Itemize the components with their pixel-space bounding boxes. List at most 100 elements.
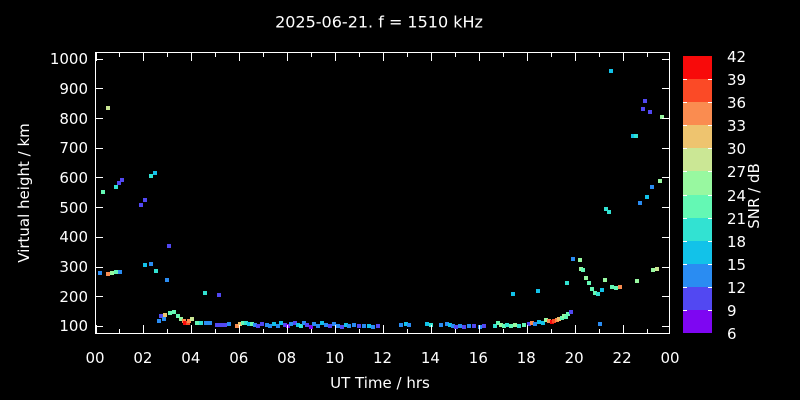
data-point: [376, 323, 381, 328]
data-point: [429, 322, 434, 327]
data-point: [113, 270, 118, 275]
data-point: [175, 314, 180, 318]
data-point: [593, 291, 598, 296]
data-point: [566, 311, 571, 316]
data-point: [544, 318, 549, 323]
data-point: [271, 322, 276, 327]
colorbar-tick-label: 39: [727, 71, 747, 90]
colorbar-tick: [708, 240, 712, 242]
colorbar-tick: [708, 217, 712, 219]
y-tick-label: 800: [59, 109, 88, 128]
data-point: [252, 322, 257, 327]
data-point: [226, 322, 231, 327]
data-point: [648, 109, 653, 114]
x-axis-tick: [191, 325, 193, 333]
x-axis-tick: [550, 53, 552, 57]
x-axis-tick: [383, 325, 384, 333]
data-point: [650, 184, 655, 189]
x-tick-label: 20: [564, 349, 584, 367]
x-axis-tick: [287, 53, 289, 61]
data-point: [166, 243, 171, 248]
x-axis-tick: [287, 325, 289, 333]
y-tick-label: 1000: [49, 50, 88, 69]
data-point: [292, 320, 297, 325]
colorbar-tick: [708, 263, 712, 265]
y-axis-tick: [662, 118, 669, 120]
colorbar-tick-label: 24: [727, 186, 747, 205]
data-point: [308, 324, 313, 329]
x-axis-tick: [335, 53, 337, 61]
data-point: [570, 257, 575, 261]
x-axis-tick: [215, 329, 217, 333]
data-point: [530, 320, 535, 325]
x-axis-tick: [622, 325, 624, 333]
colorbar-segment: [683, 286, 712, 311]
x-axis-tick: [311, 329, 313, 333]
x-axis-tick: [239, 53, 241, 61]
data-point: [304, 322, 309, 327]
x-axis-tick: [359, 329, 361, 333]
y-axis-tick: [96, 118, 103, 120]
colorbar-tick-label: 12: [727, 278, 747, 297]
data-point: [259, 322, 264, 327]
x-axis-tick: [167, 53, 169, 57]
colorbar-tick-label: 30: [727, 140, 747, 159]
x-axis-tick: [502, 53, 504, 57]
data-point: [564, 315, 569, 320]
x-axis-tick: [430, 53, 432, 61]
x-axis-tick: [191, 53, 193, 61]
x-axis-tick: [454, 53, 456, 57]
x-tick-label: 12: [372, 349, 393, 367]
colorbar-tick: [683, 286, 687, 288]
data-point: [347, 323, 352, 328]
colorbar-segment: [683, 148, 712, 172]
data-point: [657, 178, 662, 183]
x-axis-tick: [143, 53, 145, 61]
x-axis-tick: [646, 329, 648, 333]
colorbar-tick: [683, 217, 687, 219]
data-point: [482, 324, 487, 329]
data-point: [255, 323, 260, 328]
x-tick-label: 00: [660, 349, 680, 367]
data-point: [182, 320, 187, 325]
data-point: [631, 134, 636, 139]
x-tick-label: 22: [612, 349, 632, 367]
colorbar-tick-label: 33: [727, 117, 747, 136]
data-point: [298, 323, 303, 328]
colorbar-segment: [683, 217, 712, 242]
data-point: [203, 320, 208, 325]
colorbar-tick-label: 21: [727, 209, 747, 228]
data-point: [651, 267, 656, 272]
colorbar-segment: [683, 309, 712, 334]
data-point: [214, 322, 219, 327]
colorbar-tick-label: 15: [727, 255, 747, 274]
data-point: [604, 207, 609, 212]
data-point: [581, 267, 586, 272]
colorbar-segment: [683, 194, 712, 219]
chart-title: 2025-06-21. f = 1510 kHz: [275, 12, 483, 32]
data-point: [335, 323, 340, 328]
data-point: [638, 200, 643, 205]
data-point: [584, 275, 589, 280]
x-tick-label: 06: [229, 349, 249, 367]
y-axis-tick: [96, 296, 103, 298]
y-axis-tick: [96, 325, 103, 327]
data-point: [522, 322, 527, 327]
data-point: [596, 292, 601, 297]
y-tick-label: 400: [59, 228, 88, 247]
data-point: [356, 324, 361, 329]
data-point: [167, 311, 172, 316]
x-axis-tick: [502, 329, 504, 333]
x-tick-label: 14: [420, 349, 440, 367]
y-tick-label: 100: [59, 317, 88, 336]
data-point: [153, 269, 158, 274]
y-tick-label: 200: [59, 287, 88, 306]
colorbar-tick: [708, 194, 712, 196]
data-point: [660, 115, 665, 120]
data-point: [139, 202, 144, 207]
data-point: [331, 322, 336, 327]
data-point: [505, 322, 510, 327]
data-point: [164, 278, 169, 283]
colorbar-tick: [683, 194, 687, 196]
data-point: [246, 322, 251, 327]
